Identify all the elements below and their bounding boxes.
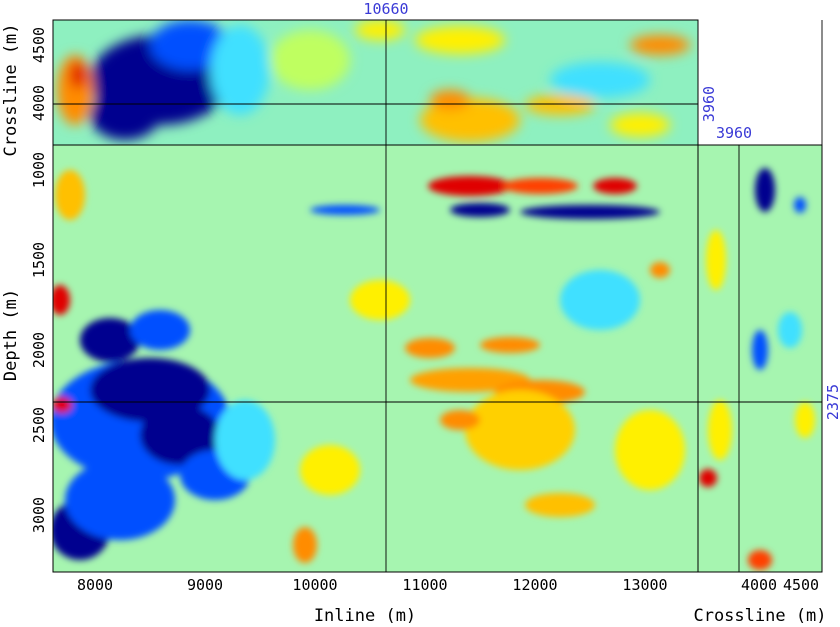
depth-axis-title: Depth (m) [1, 289, 21, 381]
depth-tick: 3000 [30, 497, 48, 533]
inline-tick: 11000 [402, 576, 447, 594]
crossline-top-tick: 4000 [30, 85, 48, 121]
depth-slice-panel [52, 19, 699, 146]
inline-tick: 13000 [622, 576, 667, 594]
crossline-top-slice-label: 3960 [700, 86, 718, 122]
crossline-top-axis: 4000 4500 Crossline (m) [1, 23, 48, 156]
inline-slice-label: 10660 [363, 0, 408, 18]
inline-axis-title: Inline (m) [314, 606, 416, 626]
crossline-bottom-axis-title: Crossline (m) [693, 606, 826, 626]
depth-tick: 2500 [30, 407, 48, 443]
depth-slice-label: 2375 [824, 384, 840, 420]
inline-tick: 8000 [77, 576, 113, 594]
crossline-tick: 4500 [783, 576, 819, 594]
depth-tick: 1500 [30, 242, 48, 278]
crossline-top-axis-title: Crossline (m) [1, 23, 21, 156]
inline-tick: 12000 [512, 576, 557, 594]
depth-tick: 1000 [30, 152, 48, 188]
inline-section-panel [52, 144, 699, 573]
crossline-tick: 4000 [741, 576, 777, 594]
depth-tick: 2000 [30, 332, 48, 368]
inline-axis: 8000 9000 10000 11000 12000 13000 Inline… [77, 576, 668, 626]
crossline-side-slice-label: 3960 [716, 124, 752, 142]
depth-axis: 1000 1500 2000 2500 3000 Depth (m) [1, 152, 48, 533]
inline-tick: 10000 [292, 576, 337, 594]
crossline-section-panel [697, 144, 823, 573]
crossline-bottom-axis: 4000 4500 Crossline (m) [693, 576, 826, 626]
crossline-top-tick: 4500 [30, 27, 48, 63]
inline-tick: 9000 [187, 576, 223, 594]
slice-cursor-lines [53, 20, 823, 572]
